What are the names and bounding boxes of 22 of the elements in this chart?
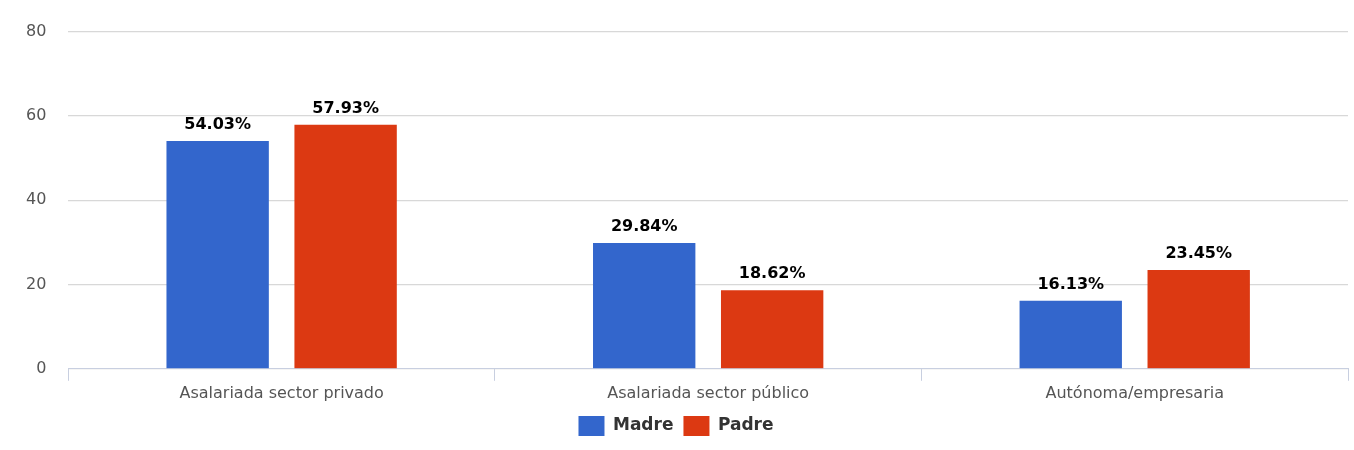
legend-label: Padre [717, 414, 774, 435]
y-tick-label: 0 [36, 357, 47, 377]
x-tick-label: Asalariada sector público [607, 382, 810, 402]
data-label: 18.62% [738, 263, 806, 283]
bar [593, 243, 696, 369]
x-tick-label: Asalariada sector privado [179, 382, 384, 402]
bar [1019, 300, 1122, 369]
data-label: 29.84% [610, 216, 678, 236]
data-label: 16.13% [1037, 273, 1105, 293]
bar [294, 124, 397, 369]
data-label: 57.93% [312, 97, 379, 117]
y-tick-label: 20 [26, 273, 47, 293]
bar [1147, 269, 1250, 369]
x-tick-label: Autónoma/empresaria [1045, 382, 1224, 402]
data-label: 54.03% [184, 114, 251, 134]
bar [166, 141, 269, 369]
data-label: 23.45% [1165, 243, 1233, 263]
y-tick-label: 80 [26, 20, 47, 40]
bar [720, 290, 824, 369]
y-tick-label: 40 [26, 189, 47, 209]
legend-label: Madre [612, 414, 674, 435]
y-tick-label: 60 [26, 105, 47, 125]
